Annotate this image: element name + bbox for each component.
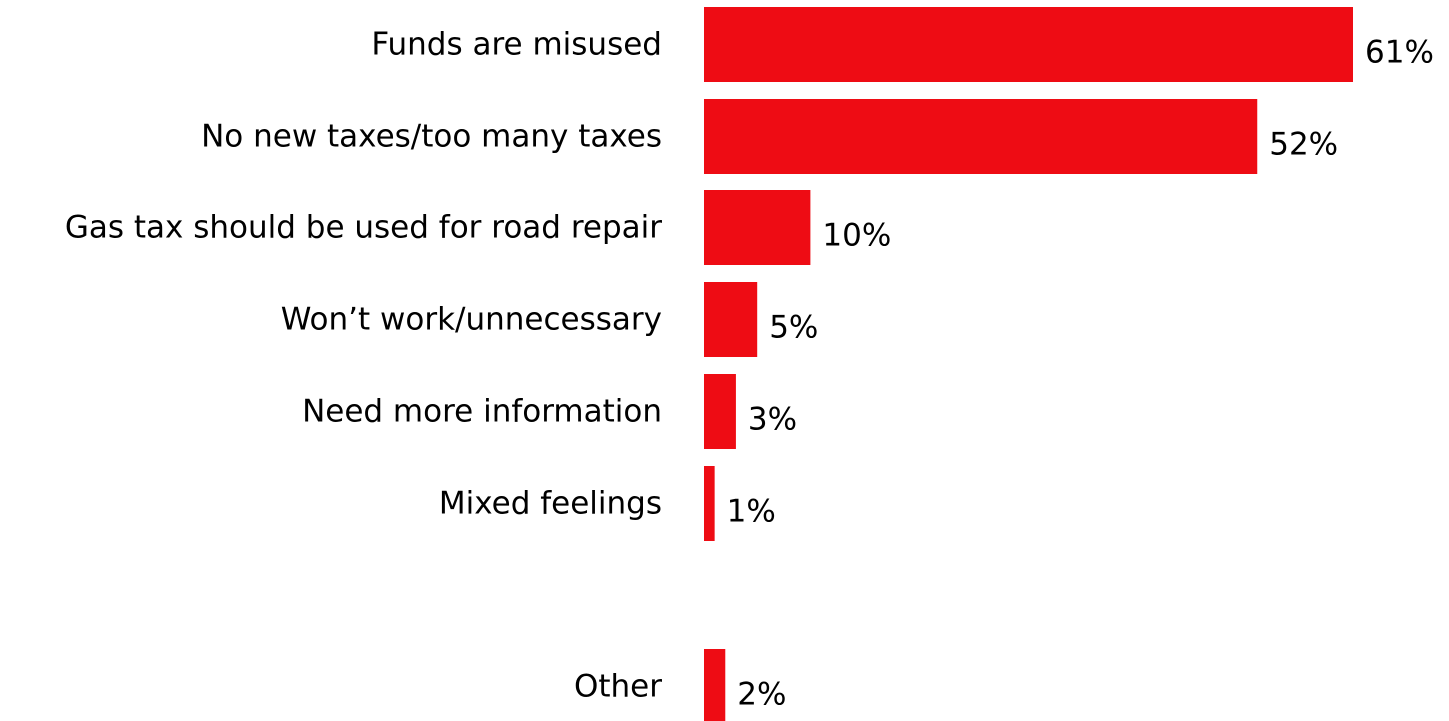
value-label: 5% <box>769 310 818 346</box>
value-label: 1% <box>727 494 776 530</box>
bars-layer <box>704 7 1353 721</box>
value-label: 2% <box>737 677 786 713</box>
value-label: 10% <box>822 218 891 254</box>
category-labels: Funds are misused No new taxes/too many t… <box>65 27 662 705</box>
bar <box>704 282 758 357</box>
category-label: Mixed feelings <box>439 486 662 522</box>
value-labels: 61% 52% 10% 5% 3% 1% 2% <box>727 35 1434 713</box>
category-label: Won’t work/unnecessary <box>281 302 662 338</box>
bar <box>704 99 1258 174</box>
category-label: Other <box>574 669 662 705</box>
value-label: 3% <box>748 402 797 438</box>
category-label: Need more information <box>302 394 662 430</box>
bar <box>704 374 736 449</box>
category-label: No new taxes/too many taxes <box>201 119 662 155</box>
bar <box>704 7 1353 82</box>
value-label: 61% <box>1365 35 1434 71</box>
category-label: Funds are misused <box>371 27 662 63</box>
bar <box>704 649 726 721</box>
category-label: Gas tax should be used for road repair <box>65 210 662 246</box>
bar <box>704 190 811 265</box>
value-label: 52% <box>1269 127 1338 163</box>
bar <box>704 466 715 541</box>
